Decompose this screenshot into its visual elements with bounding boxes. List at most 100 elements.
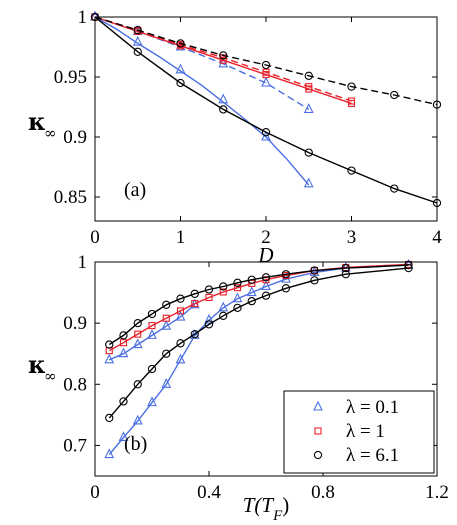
data-point [261, 291, 271, 300]
x-tick-label: 0 [90, 227, 100, 248]
data-point [281, 270, 291, 279]
data-point [118, 347, 129, 358]
panel-b-legend: λ = 0.1 λ = 1 λ = 6.1 [283, 390, 435, 474]
data-point [161, 319, 172, 330]
data-point [176, 78, 185, 88]
legend-marker [313, 450, 323, 460]
data-point [261, 273, 271, 282]
data-point [162, 349, 171, 358]
data-point [176, 294, 185, 303]
data-point [310, 266, 319, 275]
legend-item: λ = 1 [314, 421, 385, 442]
series-line [108, 264, 409, 456]
data-point [175, 63, 186, 74]
data-point [133, 318, 142, 328]
data-point [261, 76, 271, 87]
series-line [94, 16, 438, 106]
panel-b-series [104, 258, 414, 459]
panel-a-xlabel: D [257, 243, 273, 267]
legend-label: λ = 1 [346, 421, 385, 442]
data-point [134, 26, 142, 34]
panel-b-xlabel-sub: F [272, 508, 283, 524]
panel-a-axes-frame [94, 16, 438, 222]
data-point [247, 275, 256, 284]
series-line [108, 264, 409, 346]
legend-entries: λ = 0.1 λ = 1 λ = 6.1 [313, 397, 399, 466]
legend-item: λ = 6.1 [313, 445, 399, 466]
panel-b-axes-frame [94, 261, 438, 477]
data-point [189, 298, 200, 309]
panel-b-series-2 [105, 260, 413, 355]
data-point [247, 296, 256, 306]
data-point [205, 293, 213, 302]
data-point [303, 177, 314, 188]
panel-a-series-1 [90, 10, 314, 188]
panel-b-xlabel: T(TF) [243, 493, 290, 524]
panel-b-xlabel-close: ) [282, 493, 289, 517]
data-point [404, 263, 413, 273]
data-point [176, 307, 185, 315]
data-point [204, 320, 214, 329]
panel-a-ticks: 0 1 2 3 4 0.85 0.9 0.95 1 [54, 7, 443, 248]
data-point [175, 353, 186, 364]
panel-b-series-4 [105, 263, 413, 423]
data-point [147, 364, 157, 374]
x-tick-label: 3 [347, 227, 357, 248]
data-point [219, 51, 228, 60]
data-point [233, 284, 242, 292]
y-tick-label: 1 [78, 252, 88, 273]
data-point [191, 300, 199, 308]
data-point [281, 284, 291, 293]
y-tick-label: 1 [78, 7, 88, 28]
data-point [390, 184, 399, 193]
data-point [232, 292, 243, 303]
panel-b-series-1 [104, 298, 200, 364]
series-line [94, 16, 438, 204]
data-point [262, 68, 270, 76]
legend-label: λ = 6.1 [346, 445, 399, 466]
data-point [190, 329, 199, 339]
data-point [161, 378, 172, 388]
data-point [219, 282, 228, 291]
panel-a: 0 1 2 3 4 0.85 0.9 0.95 1 (a) D κ ∞ [28, 7, 442, 267]
data-point [219, 105, 228, 114]
data-point [119, 397, 128, 406]
y-tick-label: 0.9 [63, 313, 87, 334]
panel-b-xlabel-main: T(T [243, 493, 275, 517]
data-point [175, 310, 186, 321]
data-point [304, 148, 313, 157]
data-point [104, 448, 115, 459]
legend-item: λ = 0.1 [313, 397, 399, 418]
data-point [104, 353, 115, 364]
legend-box [283, 390, 435, 474]
y-tick-label: 0.95 [54, 67, 87, 88]
data-point [219, 311, 228, 320]
data-point [390, 90, 399, 100]
data-point [347, 82, 356, 91]
data-point [148, 322, 156, 330]
panel-a-series [90, 10, 442, 208]
x-tick-label: 0 [90, 482, 100, 503]
data-point [132, 414, 143, 425]
data-point [219, 288, 227, 296]
y-tick-label: 0.85 [54, 187, 87, 208]
data-point [147, 396, 157, 407]
panel-a-ylabel-subscript: ∞ [44, 124, 57, 142]
panel-a-series-0 [94, 16, 310, 186]
x-tick-label: 1 [176, 227, 186, 248]
data-point [147, 329, 157, 339]
panel-a-ylabel: κ ∞ [28, 107, 57, 142]
data-point [189, 329, 200, 339]
data-point [347, 97, 356, 105]
data-point [134, 330, 142, 338]
data-point [261, 60, 271, 70]
legend-marker [314, 427, 322, 435]
data-point [147, 309, 157, 319]
data-point [133, 47, 142, 56]
panel-a-label: (a) [124, 179, 146, 201]
data-point [303, 103, 314, 113]
panel-b-ylabel-symbol: κ [28, 350, 46, 379]
data-point [105, 413, 114, 423]
data-point [218, 301, 229, 312]
